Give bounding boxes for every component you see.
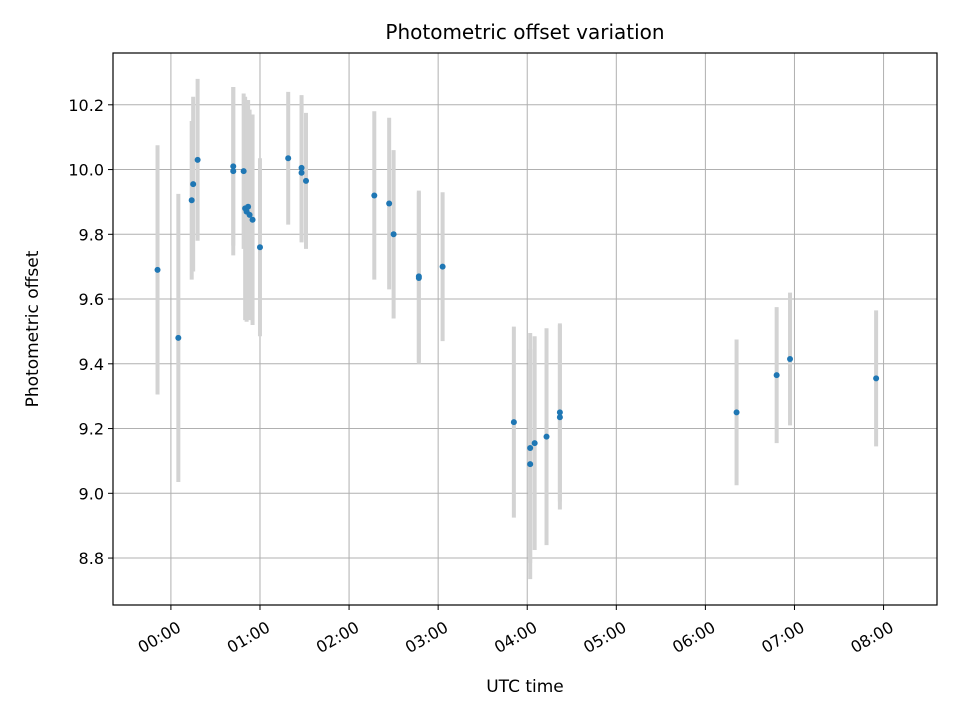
data-point <box>510 419 517 426</box>
y-tick-label: 9.4 <box>79 355 104 374</box>
plot-area-frame <box>112 52 938 606</box>
y-tick-label: 10.2 <box>68 96 104 115</box>
data-points <box>154 155 880 468</box>
y-tick-label: 9.8 <box>79 225 104 244</box>
data-point <box>298 169 305 176</box>
data-point <box>188 197 195 204</box>
data-point <box>386 200 393 207</box>
data-point <box>371 192 378 199</box>
data-point <box>415 275 422 282</box>
data-point <box>303 177 310 184</box>
y-tick-label: 8.8 <box>79 549 104 568</box>
data-point <box>230 168 237 175</box>
data-point <box>873 375 880 382</box>
data-point <box>556 409 563 416</box>
grid <box>113 53 937 605</box>
data-point <box>175 334 182 341</box>
data-point <box>787 355 794 362</box>
y-tick-label: 9.6 <box>79 290 104 309</box>
data-point <box>190 181 197 188</box>
y-axis-title: Photometric offset <box>23 250 43 407</box>
data-point <box>249 216 256 223</box>
data-point <box>245 203 252 210</box>
y-tick-label: 10.0 <box>68 161 104 180</box>
y-axis-ticks: 8.8 9.0 9.2 9.4 9.6 9.8 10.0 10.2 <box>68 96 113 568</box>
data-point <box>285 155 292 162</box>
data-point <box>194 156 201 163</box>
data-point <box>439 263 446 270</box>
data-point <box>527 461 534 468</box>
data-point <box>298 164 305 171</box>
data-point <box>240 168 247 175</box>
data-point <box>531 440 538 447</box>
data-point <box>246 211 253 218</box>
y-tick-label: 9.2 <box>79 420 104 439</box>
data-point <box>733 409 740 416</box>
data-point <box>256 244 263 251</box>
x-axis-title: UTC time <box>486 677 564 697</box>
data-point <box>543 433 550 440</box>
data-point <box>556 414 563 421</box>
data-point <box>527 444 534 451</box>
chart-title: Photometric offset variation <box>385 20 664 44</box>
data-point <box>390 231 397 238</box>
y-tick-label: 9.0 <box>79 484 104 503</box>
data-point <box>773 372 780 379</box>
data-point <box>230 163 237 170</box>
data-point <box>154 266 161 273</box>
